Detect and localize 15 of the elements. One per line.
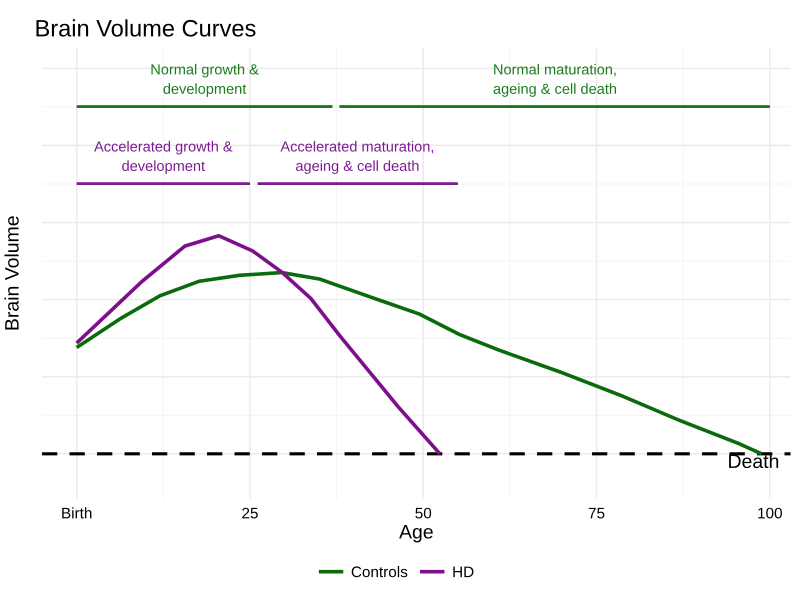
- x-axis-title: Age: [399, 525, 433, 542]
- legend-label: HD: [453, 566, 474, 578]
- ref-line-label: Death: [729, 454, 778, 468]
- chart-title: Brain Volume Curves: [36, 19, 256, 37]
- x-tick-label: 100: [758, 508, 782, 519]
- annotation: Accelerated growth & development: [94, 140, 232, 174]
- legend-label: Controls: [352, 566, 408, 578]
- annotation: Normal maturation, ageing & cell death: [494, 64, 616, 97]
- annotation: Normal growth & development: [151, 64, 259, 97]
- x-tick-label: 25: [242, 508, 258, 519]
- y-axis-title: Brain Volume: [4, 216, 19, 330]
- x-tick-label: 75: [588, 508, 604, 519]
- annotation: Accelerated maturation, ageing & cell death: [280, 140, 434, 174]
- x-tick-label: 50: [415, 508, 432, 519]
- x-tick-label: Birth: [62, 507, 92, 518]
